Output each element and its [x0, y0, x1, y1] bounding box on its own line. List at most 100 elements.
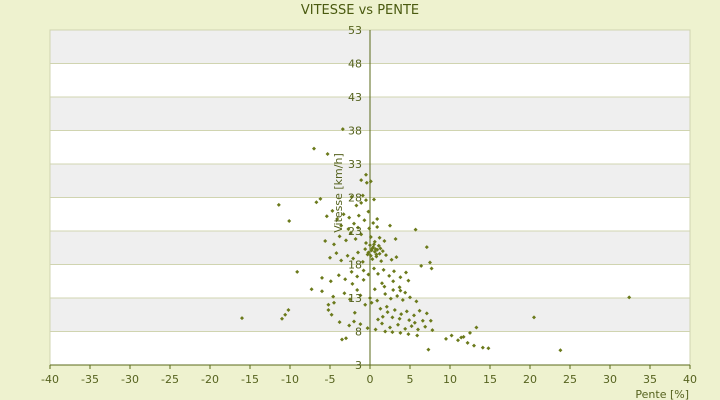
data-point: [356, 250, 360, 255]
data-point: [309, 287, 314, 292]
data-point: [383, 291, 388, 296]
data-point: [392, 269, 396, 274]
data-point: [406, 332, 411, 337]
data-point: [371, 220, 376, 225]
data-point: [355, 274, 360, 279]
data-point: [423, 324, 428, 329]
data-point: [372, 266, 376, 271]
data-point: [369, 300, 374, 305]
y-tick-label: 48: [348, 58, 362, 71]
data-point: [474, 325, 479, 330]
data-point: [350, 281, 355, 286]
x-tick-label: 30: [603, 373, 617, 386]
data-point: [368, 296, 372, 300]
data-point: [337, 320, 342, 325]
data-point: [395, 293, 400, 298]
data-point: [403, 326, 408, 331]
data-point: [390, 315, 395, 320]
data-point: [420, 318, 425, 323]
x-tick-label: -15: [241, 373, 259, 386]
data-point: [368, 253, 373, 258]
data-point: [404, 270, 408, 275]
data-point: [349, 194, 354, 199]
x-tick-label: -40: [41, 373, 59, 386]
data-point: [314, 200, 319, 205]
x-tick-label: -25: [161, 373, 179, 386]
data-point: [468, 330, 472, 335]
data-point: [375, 224, 380, 229]
data-point: [344, 336, 348, 341]
data-point: [376, 271, 380, 276]
data-point: [372, 197, 376, 202]
data-point: [312, 146, 316, 151]
data-point: [414, 299, 419, 304]
data-point: [368, 179, 373, 184]
data-point: [374, 252, 379, 257]
data-point: [358, 322, 363, 327]
data-point: [378, 306, 383, 311]
x-tick-label: 15: [483, 373, 497, 386]
data-point: [444, 336, 448, 341]
data-point: [378, 246, 383, 251]
data-point: [380, 281, 384, 286]
data-point: [393, 237, 398, 242]
x-tick-label: -30: [121, 373, 139, 386]
data-point: [362, 218, 367, 223]
data-point: [400, 298, 405, 303]
x-tick-label: -10: [281, 373, 299, 386]
data-point: [391, 287, 396, 292]
data-point: [365, 326, 370, 331]
data-point: [465, 340, 470, 345]
data-point: [339, 223, 344, 228]
data-point: [359, 178, 364, 183]
data-point: [398, 288, 403, 293]
data-point: [332, 300, 336, 305]
data-point: [341, 212, 346, 217]
data-point: [276, 202, 281, 207]
data-point: [380, 314, 385, 319]
data-point: [375, 216, 380, 221]
y-tick-label: 8: [355, 326, 362, 339]
data-point: [472, 343, 476, 348]
data-point: [326, 308, 331, 313]
data-point: [364, 172, 368, 177]
data-point: [355, 287, 360, 292]
data-point: [345, 253, 350, 258]
data-point: [351, 256, 356, 261]
data-point: [332, 242, 336, 247]
data-point: [349, 269, 354, 274]
data-point: [347, 215, 352, 220]
data-point: [408, 295, 412, 300]
data-point: [366, 272, 371, 277]
data-point: [374, 254, 379, 259]
data-point: [320, 289, 324, 294]
y-tick-label: 38: [348, 125, 362, 138]
data-point: [283, 312, 288, 317]
data-point: [361, 277, 366, 282]
x-tick-label: 35: [643, 373, 657, 386]
data-points: [240, 127, 632, 353]
data-point: [415, 333, 420, 338]
data-point: [428, 318, 433, 323]
data-point: [372, 287, 377, 292]
data-point: [397, 285, 402, 290]
x-tick-label: 20: [523, 373, 537, 386]
data-point: [364, 198, 368, 203]
data-point: [380, 321, 384, 326]
data-point: [375, 247, 380, 252]
data-point: [340, 127, 345, 132]
y-tick-label: 33: [348, 158, 362, 171]
data-point: [352, 221, 356, 226]
data-point: [627, 295, 632, 300]
data-point: [363, 302, 368, 307]
data-point: [403, 290, 408, 295]
data-point: [376, 243, 381, 248]
data-point: [331, 294, 336, 299]
data-point: [340, 337, 344, 342]
data-point: [384, 253, 388, 258]
data-point: [377, 235, 382, 240]
data-point: [360, 259, 365, 264]
data-point: [348, 297, 352, 302]
data-point: [330, 208, 335, 213]
